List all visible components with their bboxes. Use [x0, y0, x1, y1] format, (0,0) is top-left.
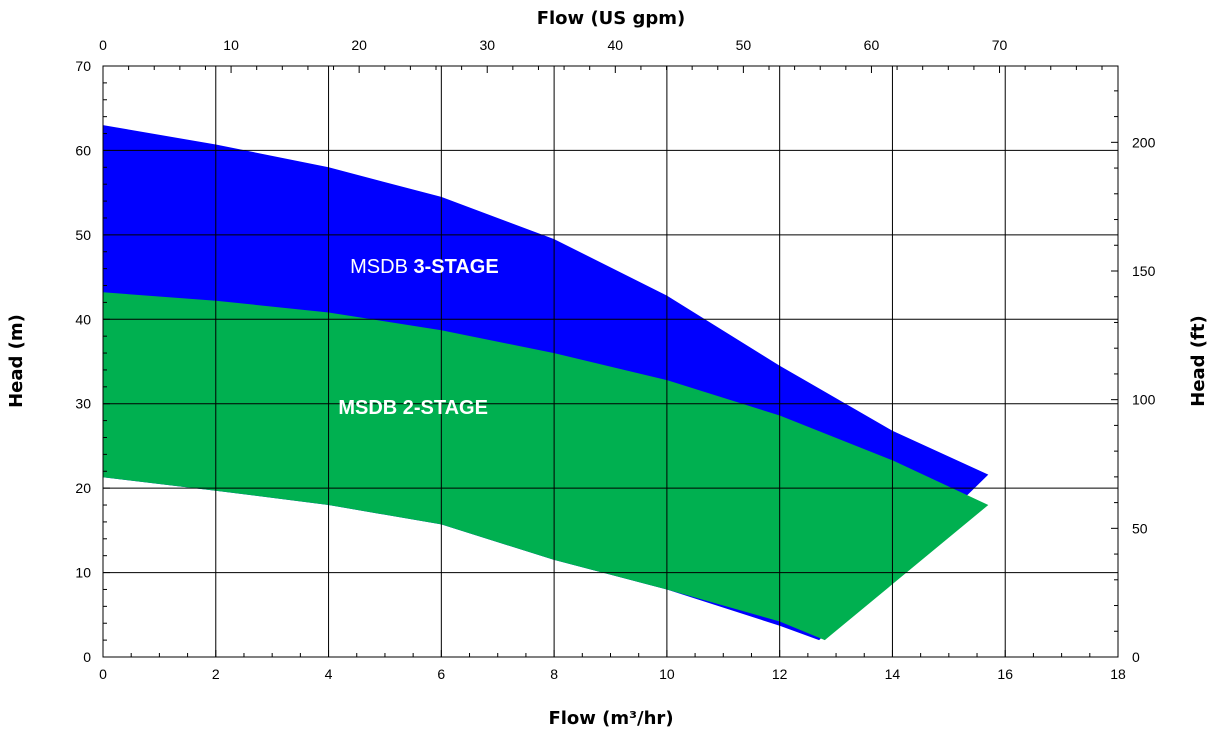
y-right-axis-title: Head (ft) [1188, 315, 1209, 406]
x-bottom-tick-label: 6 [437, 666, 445, 682]
y-left-axis-title: Head (m) [6, 314, 27, 408]
x-top-tick-label: 70 [992, 37, 1008, 53]
y-left-tick-label: 70 [75, 58, 91, 74]
x-bottom-tick-label: 16 [997, 666, 1013, 682]
y-right-tick-label: 100 [1132, 392, 1156, 408]
labels-layer: 0 2 4 6 8 10 12 14 16 18 0 10 20 30 40 50 60 70 0 10 20 30 40 5… [75, 37, 1155, 682]
x-bottom-tick-label: 14 [885, 666, 901, 682]
x-top-tick-label: 0 [99, 37, 107, 53]
ticks-layer [102, 65, 1119, 658]
y-left-tick-label: 40 [75, 311, 91, 327]
x-bottom-tick-label: 8 [550, 666, 558, 682]
x-top-tick-label: 20 [351, 37, 367, 53]
x-bottom-tick-label: 2 [212, 666, 220, 682]
y-right-tick-label: 0 [1132, 649, 1140, 665]
region-msdb-2-stage [103, 292, 989, 641]
x-top-tick-label: 40 [608, 37, 624, 53]
y-right-tick-label: 150 [1132, 263, 1156, 279]
x-top-tick-label: 10 [223, 37, 239, 53]
x-top-tick-label: 30 [479, 37, 495, 53]
x-top-tick-label: 50 [736, 37, 752, 53]
y-left-tick-label: 60 [75, 142, 91, 158]
x-bottom-axis-title: Flow (m³/hr) [548, 708, 673, 729]
y-left-tick-label: 20 [75, 480, 91, 496]
region-label-prefix: MSDB [350, 256, 413, 278]
x-bottom-tick-label: 0 [99, 666, 107, 682]
region-label-1: MSDB 3-STAGE [350, 256, 499, 278]
x-bottom-tick-label: 18 [1110, 666, 1126, 682]
grid-layer [103, 66, 1118, 657]
x-bottom-tick-label: 12 [772, 666, 788, 682]
y-right-tick-label: 50 [1132, 520, 1148, 536]
regions-layer [103, 125, 989, 641]
region-label-2: MSDB 2-STAGE [338, 397, 488, 419]
x-top-axis-title: Flow (US gpm) [537, 8, 686, 29]
x-bottom-tick-label: 4 [325, 666, 333, 682]
y-left-tick-label: 10 [75, 565, 91, 581]
x-top-tick-label: 60 [864, 37, 880, 53]
x-bottom-tick-label: 10 [659, 666, 675, 682]
y-left-tick-label: 30 [75, 396, 91, 412]
y-right-tick-label: 200 [1132, 134, 1156, 150]
y-left-tick-label: 0 [83, 649, 91, 665]
region-label-main: MSDB 2-STAGE [338, 397, 488, 419]
y-left-tick-label: 50 [75, 227, 91, 243]
region-label-main: 3-STAGE [413, 256, 498, 278]
